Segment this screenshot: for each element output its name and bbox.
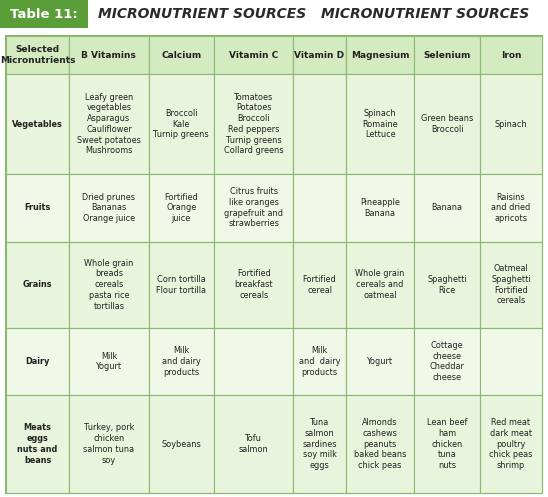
Text: Cottage
cheese
Cheddar
cheese: Cottage cheese Cheddar cheese: [430, 341, 465, 382]
Text: MICRONUTRIENT SOURCES: MICRONUTRIENT SOURCES: [321, 7, 529, 21]
Text: Vegetables: Vegetables: [12, 120, 63, 129]
Bar: [149, 36, 214, 74]
Text: MICRONUTRIENT SOURCES: MICRONUTRIENT SOURCES: [98, 7, 306, 21]
Bar: [346, 395, 414, 493]
Text: Fortified
breakfast
cereals: Fortified breakfast cereals: [235, 269, 273, 300]
Text: Yogurt: Yogurt: [367, 357, 393, 366]
Bar: [480, 328, 542, 395]
Bar: [69, 395, 149, 493]
Bar: [214, 328, 293, 395]
Bar: [69, 74, 149, 174]
Bar: [346, 36, 414, 74]
Bar: [346, 74, 414, 174]
Bar: [346, 174, 414, 242]
Bar: [214, 174, 293, 242]
Text: Selenium: Selenium: [424, 51, 471, 60]
Bar: [0, 0, 548, 28]
Bar: [69, 242, 149, 328]
Text: Green beans
Broccoli: Green beans Broccoli: [421, 114, 473, 134]
Text: Whole grain
breads
cereals
pasta rice
tortillas: Whole grain breads cereals pasta rice to…: [84, 258, 134, 311]
Bar: [414, 395, 480, 493]
Text: Iron: Iron: [501, 51, 521, 60]
Bar: [480, 174, 542, 242]
Text: Tofu
salmon: Tofu salmon: [239, 434, 269, 454]
Text: Milk
Yogurt: Milk Yogurt: [96, 351, 122, 371]
Text: Spaghetti
Rice: Spaghetti Rice: [427, 275, 467, 295]
Bar: [69, 174, 149, 242]
Text: Fortified
cereal: Fortified cereal: [302, 275, 336, 295]
Bar: [6, 74, 69, 174]
Bar: [293, 74, 346, 174]
Bar: [414, 328, 480, 395]
Text: Tuna
salmon
sardines
soy milk
eggs: Tuna salmon sardines soy milk eggs: [302, 418, 337, 470]
Text: Calcium: Calcium: [161, 51, 202, 60]
Bar: [214, 36, 293, 74]
Bar: [69, 328, 149, 395]
Text: B Vitamins: B Vitamins: [82, 51, 136, 60]
Bar: [293, 36, 346, 74]
Bar: [414, 242, 480, 328]
Text: Grains: Grains: [23, 280, 53, 289]
Bar: [214, 242, 293, 328]
Bar: [480, 36, 542, 74]
Bar: [214, 74, 293, 174]
Text: Magnesium: Magnesium: [351, 51, 409, 60]
Text: Leafy green
vegetables
Asparagus
Cauliflower
Sweet potatoes
Mushrooms: Leafy green vegetables Asparagus Caulifl…: [77, 92, 141, 156]
Bar: [293, 174, 346, 242]
Bar: [149, 174, 214, 242]
Text: Vitamin C: Vitamin C: [229, 51, 278, 60]
Bar: [6, 328, 69, 395]
Bar: [149, 74, 214, 174]
Bar: [0, 0, 88, 28]
Text: Fortified
Orange
juice: Fortified Orange juice: [164, 193, 198, 223]
Bar: [346, 242, 414, 328]
Text: Spinach
Romaine
Lettuce: Spinach Romaine Lettuce: [362, 109, 398, 139]
Bar: [414, 36, 480, 74]
Bar: [480, 242, 542, 328]
Text: Almonds
cashews
peanuts
baked beans
chick peas: Almonds cashews peanuts baked beans chic…: [354, 418, 406, 470]
Text: Pineapple
Banana: Pineapple Banana: [360, 198, 400, 218]
Text: Selected
Micronutrients: Selected Micronutrients: [0, 45, 76, 65]
Text: Tomatoes
Potatoes
Broccoli
Red peppers
Turnip greens
Collard greens: Tomatoes Potatoes Broccoli Red peppers T…: [224, 92, 283, 156]
Text: Vitamin D: Vitamin D: [294, 51, 345, 60]
Text: Fruits: Fruits: [25, 203, 51, 212]
Text: Whole grain
cereals and
oatmeal: Whole grain cereals and oatmeal: [356, 269, 405, 300]
Text: Dried prunes
Bananas
Orange juice: Dried prunes Bananas Orange juice: [82, 193, 135, 223]
Bar: [293, 242, 346, 328]
Bar: [6, 242, 69, 328]
Bar: [414, 174, 480, 242]
Text: Milk
and  dairy
products: Milk and dairy products: [299, 346, 340, 377]
Text: Raisins
and dried
apricots: Raisins and dried apricots: [492, 193, 530, 223]
Text: Citrus fruits
like oranges
grapefruit and
strawberries: Citrus fruits like oranges grapefruit an…: [224, 187, 283, 229]
Bar: [149, 395, 214, 493]
Bar: [214, 395, 293, 493]
Bar: [293, 395, 346, 493]
Text: Lean beef
ham
chicken
tuna
nuts: Lean beef ham chicken tuna nuts: [427, 418, 467, 470]
Bar: [480, 74, 542, 174]
Text: Turkey, pork
chicken
salmon tuna
soy: Turkey, pork chicken salmon tuna soy: [83, 423, 134, 465]
Bar: [69, 36, 149, 74]
Text: Oatmeal
Spaghetti
Fortified
cereals: Oatmeal Spaghetti Fortified cereals: [491, 264, 530, 305]
Bar: [6, 174, 69, 242]
Text: Table 11:: Table 11:: [10, 7, 78, 20]
Bar: [149, 242, 214, 328]
Text: Dairy: Dairy: [26, 357, 50, 366]
Text: Banana: Banana: [432, 203, 463, 212]
Bar: [293, 328, 346, 395]
Text: Meats
eggs
nuts and
beans: Meats eggs nuts and beans: [18, 423, 58, 465]
Bar: [346, 328, 414, 395]
Bar: [6, 395, 69, 493]
Text: Corn tortilla
Flour tortilla: Corn tortilla Flour tortilla: [156, 275, 206, 295]
Bar: [6, 36, 69, 74]
Text: Soybeans: Soybeans: [162, 440, 201, 449]
Text: Spinach: Spinach: [495, 120, 527, 129]
Text: Broccoli
Kale
Turnip greens: Broccoli Kale Turnip greens: [153, 109, 209, 139]
Bar: [414, 74, 480, 174]
Text: Milk
and dairy
products: Milk and dairy products: [162, 346, 201, 377]
Bar: [480, 395, 542, 493]
Text: Red meat
dark meat
poultry
chick peas
shrimp: Red meat dark meat poultry chick peas sh…: [489, 418, 533, 470]
Bar: [149, 328, 214, 395]
